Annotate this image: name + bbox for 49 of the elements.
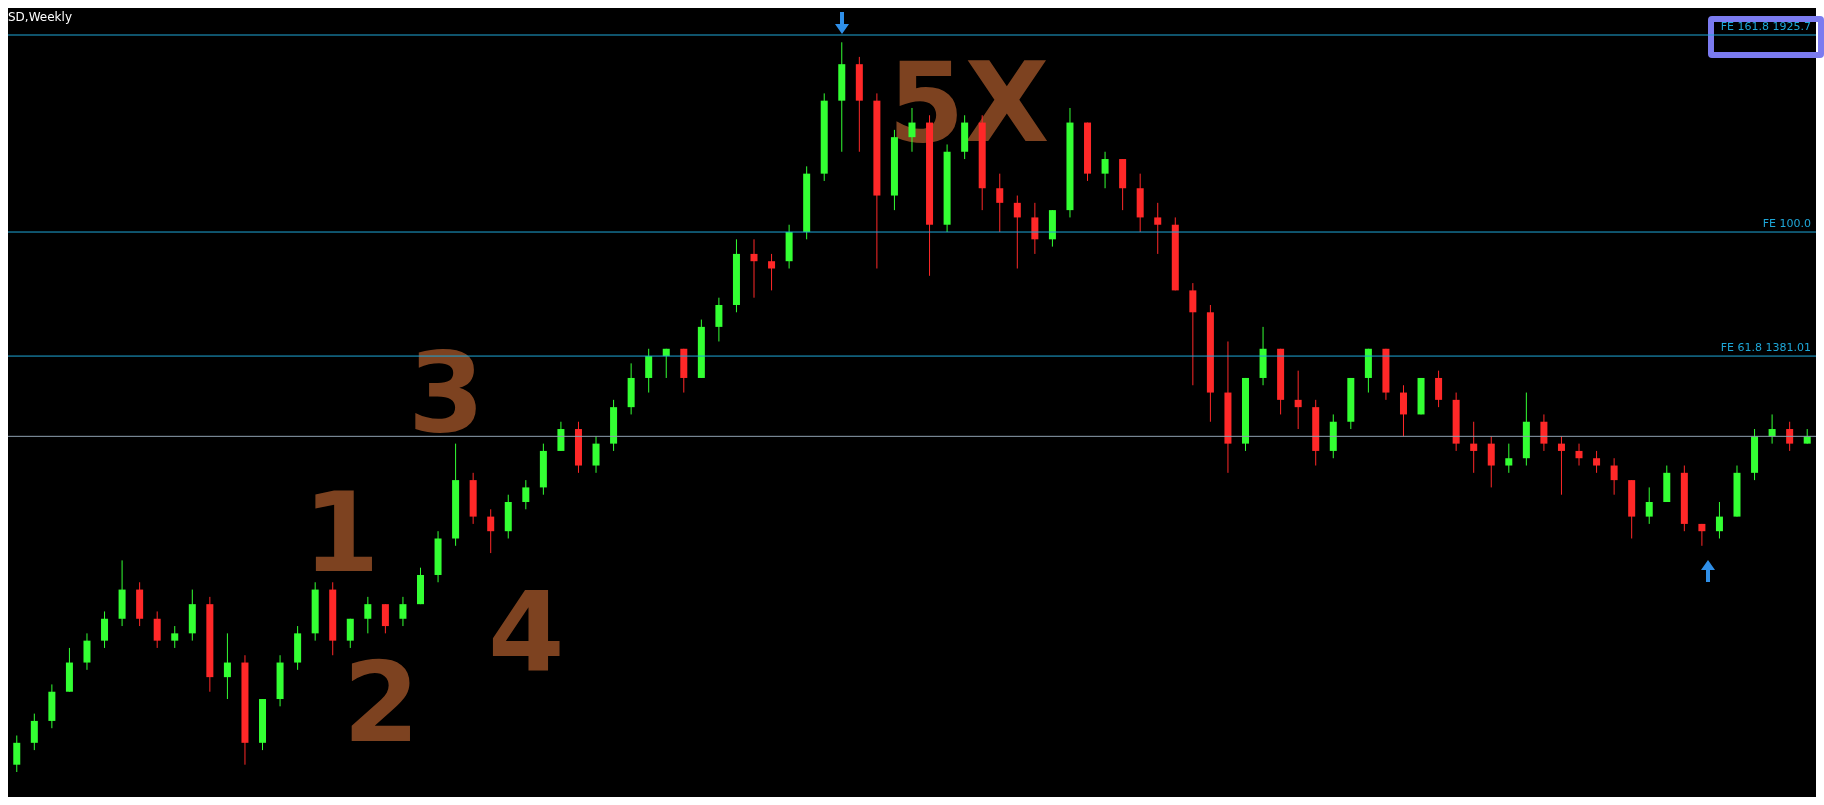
candlestick <box>13 735 21 772</box>
ref-line-label: FE 100.0 <box>1762 217 1811 231</box>
candlestick <box>1189 282 1197 386</box>
ref-line-label: FE 61.8 1381.01 <box>1720 341 1811 355</box>
chart-title: SD,Weekly <box>8 10 72 24</box>
candlestick <box>1487 435 1495 488</box>
candlestick <box>1399 384 1407 437</box>
candlestick <box>1013 195 1021 269</box>
candlestick <box>645 348 653 394</box>
candlestick <box>171 625 179 649</box>
candlestick <box>381 603 389 634</box>
candlestick <box>1715 501 1723 539</box>
candlestick <box>1505 443 1513 474</box>
candlestick <box>1154 202 1162 255</box>
annotation: 3 <box>408 329 485 457</box>
annotation: 2 <box>343 639 420 767</box>
candlestick <box>1610 457 1618 496</box>
candlestick <box>1593 450 1601 474</box>
candlestick <box>557 421 565 452</box>
candlestick <box>715 297 723 342</box>
candlestick <box>768 253 776 291</box>
candlestick <box>1645 486 1653 525</box>
candlestick <box>153 610 161 649</box>
candlestick <box>1031 202 1039 255</box>
candlestick <box>1557 435 1565 496</box>
candlestick <box>346 618 354 649</box>
candlestick <box>750 238 758 299</box>
candlestick <box>1540 413 1548 452</box>
candlestick <box>996 173 1004 233</box>
candlestick <box>1575 443 1583 467</box>
candlestick <box>1786 421 1794 452</box>
candlestick <box>364 596 372 634</box>
candlestick <box>30 713 38 751</box>
candlestick <box>592 435 600 474</box>
candlestick <box>223 632 231 700</box>
candlestick <box>1470 421 1478 474</box>
annotation: 4 <box>488 569 565 697</box>
annotation: 5X <box>888 39 1050 167</box>
annotation: 1 <box>303 469 380 597</box>
candlestick <box>1768 413 1776 445</box>
candlestick <box>1101 151 1109 189</box>
candlestick <box>522 479 530 510</box>
candlestick <box>83 632 91 671</box>
candlestick <box>1294 370 1302 430</box>
candlestick <box>399 596 407 627</box>
candlestick <box>487 508 495 554</box>
ref-line-label: FE 161.8 1925.7 <box>1720 20 1811 33</box>
candlestick <box>1435 370 1443 408</box>
candlestick <box>101 610 109 649</box>
